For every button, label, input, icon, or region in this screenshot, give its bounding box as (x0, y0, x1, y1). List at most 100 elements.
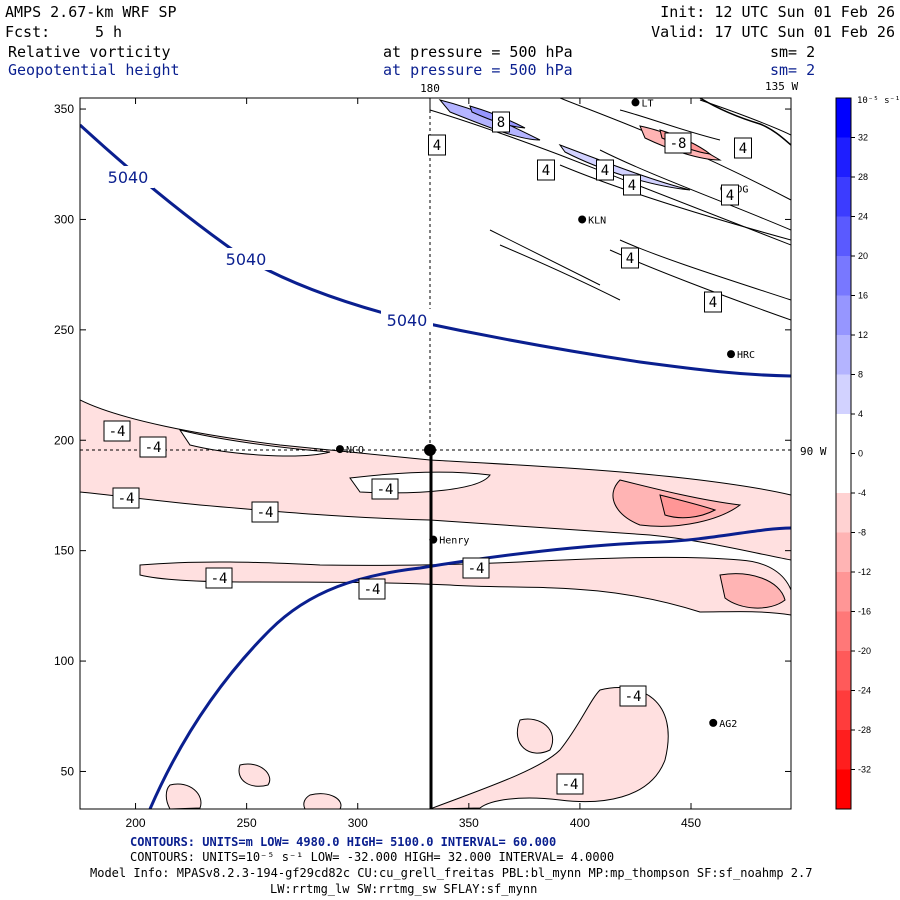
vorticity-label-box (371, 478, 399, 500)
colorbar-tick-label: 32 (858, 133, 868, 143)
vorticity-label-box (251, 501, 279, 523)
footer-physics-info: LW:rrtmg_lw SW:rrtmg_sw SFLAY:sf_mynn (270, 882, 537, 896)
vorticity-label-box (596, 159, 614, 181)
vorticity-band-central (80, 399, 791, 561)
y-tick-label: 300 (54, 212, 74, 226)
parallel-label-90w: 90 W (800, 445, 827, 458)
vorticity-contour-label: -4 (377, 482, 394, 498)
height-label-bg (220, 248, 272, 270)
vorticity-label-box (112, 487, 140, 509)
field2-level: at pressure = 500 hPa (383, 61, 573, 79)
vorticity-label-box (205, 567, 233, 589)
station-label: KLN (588, 215, 606, 226)
colorbar-swatch (836, 414, 851, 454)
colorbar-tick-label: -24 (858, 686, 871, 696)
vorticity-label-box (462, 557, 490, 579)
colorbar-tick-label: -20 (858, 646, 871, 656)
station-label: AG2 (719, 719, 737, 730)
vorticity-contour-label: 4 (739, 141, 747, 157)
footer-model-info: Model Info: MPASv8.2.3-194-gf29cd82c CU:… (90, 866, 812, 880)
coastline (699, 98, 791, 146)
station-label: LT (641, 98, 653, 109)
field1-level: at pressure = 500 hPa (383, 43, 573, 61)
vorticity-label-box (721, 184, 739, 206)
colorbar-tick-label: 8 (858, 370, 863, 380)
axis-ticks: 200 250 300 350 400 450 50 100 150 200 250 300 350 (54, 98, 791, 830)
vorticity-contour-label: -4 (562, 777, 579, 793)
colorbar-tick-label: -12 (858, 567, 871, 577)
colorbar-swatch (836, 216, 851, 257)
y-tick-label: 200 (54, 433, 74, 447)
vorticity-contour-label: 8 (497, 115, 505, 131)
vorticity-contour-label: 4 (709, 295, 717, 311)
station-label: RDG (730, 185, 748, 196)
vorticity-contour-label: -4 (625, 689, 642, 705)
vorticity-contour-label: -8 (670, 136, 687, 152)
colorbar-unit-label: 10⁻⁵ s⁻¹ (857, 96, 900, 106)
y-tick-label: 50 (61, 764, 75, 778)
station-dot (631, 98, 640, 107)
colorbar-swatch (836, 335, 851, 375)
vorticity-label-box (623, 174, 641, 196)
contour-labels: 5040 5040 5040 -4 -4 -4 -4 -4 -4 -4 -4 -4 -4 -8 8 4 4 4 4 4… (102, 111, 752, 795)
colorbar-swatch (836, 177, 851, 217)
vorticity-band-lower (139, 556, 791, 809)
y-tick-label: 100 (54, 654, 74, 668)
south-pole-marker (424, 444, 436, 456)
meridian-label-135w: 135 W (765, 80, 798, 93)
valid-time: Valid: 17 UTC Sun 01 Feb 26 (651, 23, 895, 41)
colorbar-tick-label: -4 (858, 488, 866, 498)
vorticity-contour-label: 4 (726, 188, 734, 204)
x-tick-label: 400 (570, 816, 590, 830)
vorticity-contour-label: -4 (109, 424, 126, 440)
colorbar-swatch (836, 769, 851, 810)
colorbar-tick-label: 28 (858, 172, 868, 182)
vorticity-contour-label: 4 (628, 178, 636, 194)
vorticity-label-box (492, 111, 510, 133)
colorbar-swatch (836, 453, 851, 494)
vorticity-label-box (537, 159, 555, 181)
field1-smoothing: sm= 2 (770, 43, 815, 61)
vorticity-label-box (734, 137, 752, 159)
x-tick-label: 300 (348, 816, 368, 830)
colorbar-swatch (836, 374, 851, 415)
station-dot (578, 215, 587, 224)
forecast-hour: 5 h (95, 23, 122, 41)
height-contour-label: 5040 (226, 250, 267, 269)
init-time: Init: 12 UTC Sun 01 Feb 26 (660, 3, 895, 21)
colorbar-tick-label: 16 (858, 291, 868, 301)
y-tick-label: 350 (54, 102, 74, 116)
colorbar-tick-label: -16 (858, 607, 871, 617)
field1-name: Relative vorticity (8, 43, 171, 61)
colorbar-swatch (836, 295, 851, 336)
vorticity-contour-label: -4 (257, 505, 274, 521)
forecast-label: Fcst: (5, 23, 50, 41)
vorticity-contour-label: 4 (601, 163, 609, 179)
meridian-label-180: 180 (420, 82, 440, 95)
station-label: HRC (737, 350, 755, 361)
vorticity-contour-label: 4 (542, 163, 550, 179)
x-tick-label: 450 (681, 816, 701, 830)
colorbar-tick-label: -8 (858, 528, 866, 538)
station-dot (709, 718, 718, 727)
height-contour-label: 5040 (108, 168, 149, 187)
vorticity-contour-label: -4 (145, 440, 162, 456)
vorticity-contour-label: -4 (468, 561, 485, 577)
vorticity-label-box (358, 578, 386, 600)
colorbar-swatch (836, 730, 851, 770)
vorticity-label-box (619, 685, 647, 707)
vorticity-label-box (664, 132, 692, 154)
colorbar-tick-label: 20 (858, 251, 868, 261)
colorbar-swatch (836, 690, 851, 731)
station-label: Henry (439, 536, 469, 547)
colorbar-swatch (836, 493, 851, 533)
x-tick-label: 350 (459, 816, 479, 830)
colorbar-swatch (836, 532, 851, 573)
plot-frame (79, 97, 792, 810)
vorticity-label-box (103, 420, 131, 442)
height-label-bg (102, 166, 154, 188)
colorbar-tick-label: -32 (858, 765, 871, 775)
vorticity-contour-label: 4 (626, 251, 634, 267)
vorticity-contour-label: 4 (433, 138, 441, 154)
colorbar: 32 28 24 20 16 12 8 4 0 -4 -8 -12 -16 -20 -24 -28 -32 (835, 97, 871, 810)
